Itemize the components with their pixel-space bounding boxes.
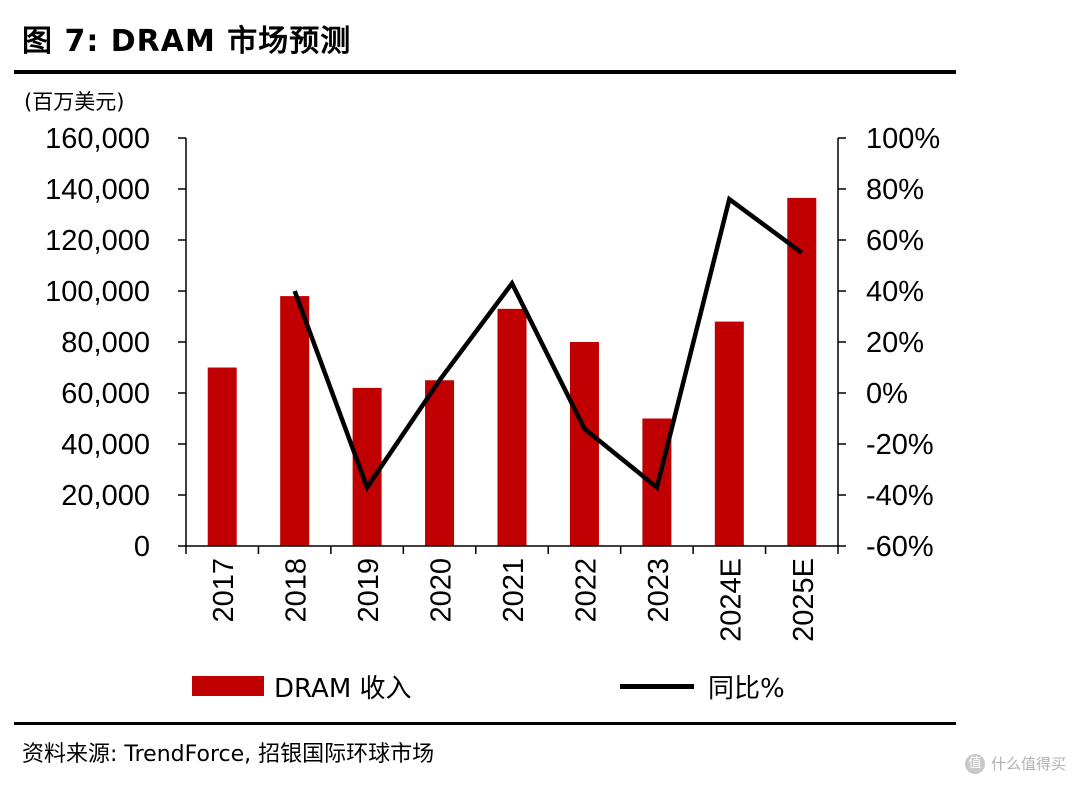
top-rule <box>14 70 956 74</box>
left-tick-label: 160,000 <box>45 123 150 155</box>
legend-line-item: 同比% <box>620 668 785 704</box>
bottom-rule <box>14 722 956 725</box>
left-tick-label: 140,000 <box>45 174 150 206</box>
legend-line-swatch <box>620 683 694 689</box>
bar-2017 <box>207 367 237 546</box>
y-axis-unit-label: (百万美元) <box>24 90 125 114</box>
bar-2025E <box>787 197 817 547</box>
left-tick-label: 40,000 <box>61 429 150 461</box>
bar-2021 <box>497 308 527 546</box>
right-tick-label: 20% <box>866 327 924 359</box>
left-tick-label: 20,000 <box>61 480 150 512</box>
yoy-growth-line <box>292 195 804 493</box>
x-tick-label-2020: 2020 <box>426 558 458 623</box>
left-tick-label: 100,000 <box>45 276 150 308</box>
right-tick-label: -40% <box>866 480 934 512</box>
legend-bar-item: DRAM 收入 <box>192 668 412 704</box>
bar-2018 <box>280 296 310 546</box>
x-tick-label-2017: 2017 <box>208 558 240 623</box>
x-tick-label-2019: 2019 <box>353 558 385 623</box>
left-tick-label: 120,000 <box>45 225 150 257</box>
bar-2024E <box>714 321 744 546</box>
watermark-icon: 值 <box>964 753 985 774</box>
right-tick-label: 80% <box>866 174 924 206</box>
watermark-text: 什么值得买 <box>990 755 1066 773</box>
legend-line-label: 同比% <box>708 673 785 704</box>
x-tick-label-2022: 2022 <box>570 558 602 623</box>
right-tick-label: 40% <box>866 276 924 308</box>
bar-2020 <box>425 380 455 546</box>
left-tick-label: 60,000 <box>61 378 150 410</box>
x-tick-label-2023: 2023 <box>643 558 675 623</box>
x-tick-label-2021: 2021 <box>498 558 530 623</box>
right-tick-label: 100% <box>866 123 940 155</box>
bar-2022 <box>569 342 599 546</box>
left-tick-label: 0 <box>134 531 150 563</box>
x-tick-label-2018: 2018 <box>281 558 313 623</box>
x-tick-label-2025E: 2025E <box>788 558 820 642</box>
right-tick-label: 0% <box>866 378 908 410</box>
right-tick-label: -20% <box>866 429 934 461</box>
bar-2019 <box>352 387 382 546</box>
right-tick-label: -60% <box>866 531 934 563</box>
left-tick-label: 80,000 <box>61 327 150 359</box>
legend-bar-swatch <box>192 676 264 696</box>
source-note: 资料来源: TrendForce, 招银国际环球市场 <box>22 742 435 767</box>
legend-bar-label: DRAM 收入 <box>274 673 412 704</box>
right-tick-label: 60% <box>866 225 924 257</box>
figure-title: 图 7: DRAM 市场预测 <box>22 24 352 59</box>
x-tick-label-2024E: 2024E <box>715 558 747 642</box>
watermark: 值 什么值得买 <box>964 753 1066 774</box>
